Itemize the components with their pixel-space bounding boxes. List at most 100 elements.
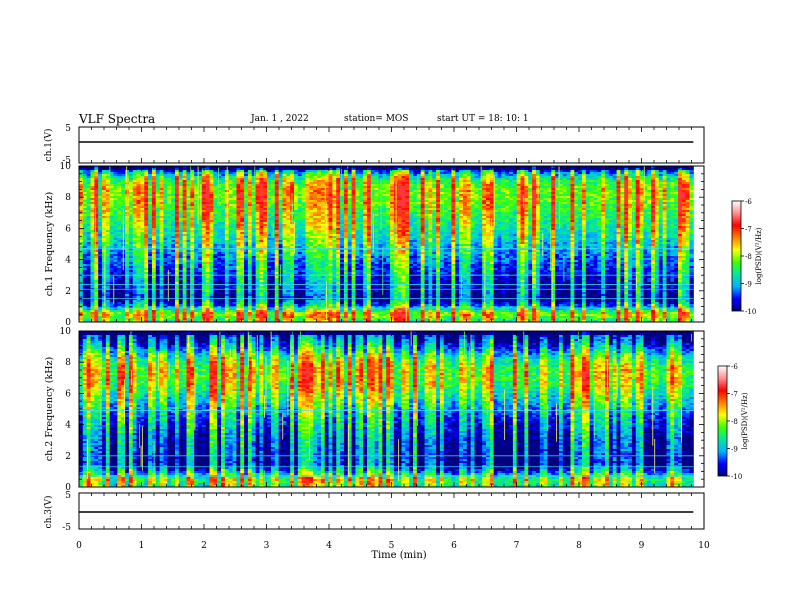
- spectrogram-cell: [167, 220, 172, 223]
- spectrogram-cell: [121, 282, 126, 285]
- spectrogram-cell: [159, 292, 164, 295]
- spectrogram-cell: [98, 224, 103, 227]
- spectrogram-cell: [125, 238, 130, 241]
- spectrogram-cell: [163, 318, 168, 321]
- spectrogram-cell: [155, 278, 161, 281]
- spectrogram-cell: [194, 206, 199, 209]
- spectrogram-cell: [244, 266, 249, 269]
- spectrogram-cell: [228, 228, 233, 231]
- spectrogram-cell: [244, 174, 249, 177]
- spectrogram-cell: [175, 170, 180, 173]
- spectrogram-cell: [113, 228, 118, 231]
- spectrogram-cell: [190, 174, 195, 177]
- spectrogram-cell: [90, 224, 95, 227]
- spectrogram-cell: [136, 202, 141, 205]
- spectrogram-cell: [144, 168, 149, 171]
- spectrogram-cell: [144, 230, 149, 233]
- spectrogram-cell: [224, 310, 230, 313]
- spectrogram-cell: [167, 180, 172, 183]
- spectrogram-cell: [151, 316, 157, 319]
- spectrogram-cell: [171, 240, 176, 243]
- spectrogram-cell: [221, 186, 226, 189]
- spectrogram-cell: [94, 172, 99, 175]
- spectrogram-cell: [136, 182, 141, 185]
- spectrogram-cell: [132, 244, 137, 247]
- spectrogram-cell: [98, 312, 103, 315]
- spectrogram-cell: [224, 298, 230, 301]
- spectrogram-cell: [201, 228, 207, 231]
- spectrogram-cell: [117, 226, 122, 229]
- spectrogram-cell: [159, 266, 164, 269]
- spectrogram-cell: [98, 268, 103, 271]
- spectrogram-cell: [167, 262, 172, 265]
- spectrogram-cell: [194, 270, 199, 273]
- spectrogram-cell: [236, 234, 241, 237]
- spectrogram-cell: [128, 276, 134, 279]
- spectrogram-cell: [151, 212, 157, 215]
- spectrogram-cell: [132, 212, 137, 215]
- spectrogram-cell: [190, 304, 195, 307]
- spectrogram-cell: [105, 204, 111, 207]
- spectrogram-cell: [136, 250, 141, 253]
- spectrogram-cell: [159, 256, 164, 259]
- spectrogram-cell: [109, 182, 114, 185]
- spectrogram-cell: [113, 192, 118, 195]
- spectrogram-cell: [247, 316, 253, 319]
- spectrogram-cell: [163, 178, 168, 181]
- spectrogram-cell: [182, 232, 187, 235]
- spectrogram-cell: [109, 184, 114, 187]
- spectrogram-cell: [240, 194, 245, 197]
- spectrogram-cell: [221, 302, 226, 305]
- spectrogram-cell: [155, 244, 161, 247]
- spectrogram-cell: [155, 262, 161, 265]
- spectrogram-cell: [236, 208, 241, 211]
- spectrogram-cell: [240, 192, 245, 195]
- spectrogram-cell: [178, 238, 184, 241]
- spectrogram-cell: [144, 296, 149, 299]
- spectrogram-cell: [117, 306, 122, 309]
- spectrogram-cell: [167, 182, 172, 185]
- spectrogram-cell: [167, 286, 172, 289]
- spectrogram-cell: [94, 312, 99, 315]
- spectrogram-cell: [217, 264, 222, 267]
- spectrogram-cell: [136, 258, 141, 261]
- spectrogram-cell: [105, 184, 111, 187]
- spectrogram-cell: [144, 302, 149, 305]
- spectrogram-cell: [240, 176, 245, 179]
- spectrogram-cell: [186, 294, 191, 297]
- spectrogram-cell: [98, 290, 103, 293]
- spectrogram-cell: [144, 284, 149, 287]
- spectrogram-cell: [155, 216, 161, 219]
- spectrogram-cell: [148, 256, 153, 259]
- spectrogram-cell: [236, 292, 241, 295]
- spectrogram-cell: [148, 174, 153, 177]
- spectrogram-cell: [190, 196, 195, 199]
- spectrogram-cell: [221, 210, 226, 213]
- spectrogram-cell: [232, 224, 237, 227]
- spectrogram-cell: [247, 210, 253, 213]
- spectrogram-cell: [79, 292, 84, 295]
- spectrogram-cell: [90, 218, 95, 221]
- spectrogram-cell: [159, 282, 164, 285]
- spectrogram-cell: [82, 310, 88, 313]
- spectrogram-cell: [90, 194, 95, 197]
- spectrogram-cell: [190, 238, 195, 241]
- spectrogram-cell: [221, 248, 226, 251]
- spectrogram-cell: [132, 220, 137, 223]
- spectrogram-cell: [136, 184, 141, 187]
- spectrogram-cell: [236, 188, 241, 191]
- spectrogram-cell: [175, 230, 180, 233]
- spectrogram-cell: [117, 198, 122, 201]
- spectrogram-cell: [182, 316, 187, 319]
- spectrogram-cell: [163, 202, 168, 205]
- spectrogram-cell: [151, 256, 157, 259]
- spectrogram-cell: [194, 204, 199, 207]
- spectrogram-cell: [82, 236, 88, 239]
- spectrogram-cell: [148, 310, 153, 313]
- spectrogram-cell: [228, 178, 233, 181]
- spectrogram-cell: [98, 166, 103, 169]
- spectrogram-cell: [232, 286, 237, 289]
- spectrogram-cell: [159, 206, 164, 209]
- spectrogram-cell: [105, 320, 111, 323]
- spectrogram-cell: [144, 236, 149, 239]
